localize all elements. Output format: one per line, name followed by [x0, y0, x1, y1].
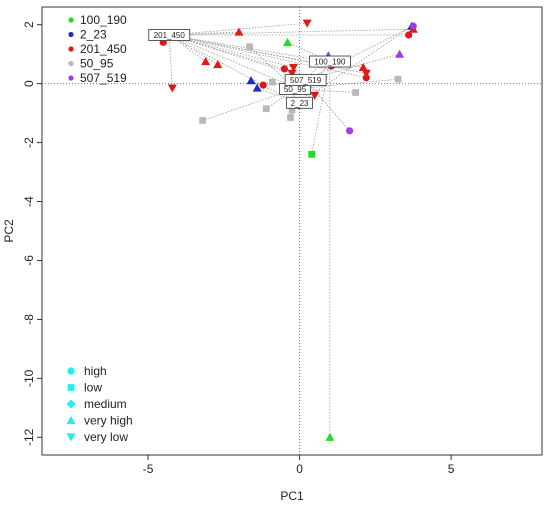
data-point-50-95-square: [352, 89, 360, 96]
spider-line: [169, 34, 293, 74]
data-point-201-450-circle: [405, 31, 413, 39]
data-point-50-95-square: [262, 105, 270, 113]
spider-line: [168, 34, 173, 89]
legend-group-swatch: [68, 46, 74, 52]
legend-shape-low-icon: [67, 384, 75, 391]
centroid-label-201-450: 201_450: [148, 29, 191, 41]
legend-shape-high-icon: [67, 367, 75, 375]
data-point-50-95-square: [268, 78, 276, 86]
legend-shape-label: medium: [84, 397, 127, 411]
data-point-201-450-triangle-up: [234, 27, 244, 36]
data-point-50-95-square: [246, 43, 253, 51]
data-point-507-519-circle: [345, 127, 354, 135]
spider-line: [169, 34, 367, 79]
spider-line: [169, 34, 218, 65]
centroid-label-box: [286, 96, 313, 109]
axes-layer: -5 0 5 2 0 -2 -4 -6 -8 -10 -12: [22, 6, 543, 476]
centroid-label-2-23: 2_23: [286, 96, 313, 109]
spider-line: [305, 25, 414, 81]
plot-frame: [41, 6, 543, 456]
y-tick-label: -12: [22, 428, 36, 446]
x-tick-label: 5: [448, 462, 455, 476]
x-tick-label: -5: [143, 462, 154, 476]
spider-line: [311, 61, 331, 155]
centroid-label-text: 2_23: [291, 99, 309, 108]
data-point-50-95-square: [287, 114, 294, 121]
spider-line: [169, 34, 315, 96]
data-point-201-450-triangle-up: [201, 57, 211, 66]
data-point-201-450-triangle-down: [302, 19, 312, 28]
spider-line: [169, 34, 367, 74]
data-point-201-450-triangle-down: [361, 69, 371, 78]
y-tick-label: -6: [22, 255, 36, 266]
legend-shape-label: low: [84, 381, 102, 395]
data-point-507-519-circle: [409, 22, 417, 30]
legend-shape-label: high: [84, 364, 107, 378]
centroid-label-text: 507_519: [290, 76, 322, 85]
data-point-201-450-triangle-up: [358, 62, 368, 72]
legend-group-label: 507_519: [80, 71, 127, 85]
legend-group-label: 2_23: [80, 28, 107, 42]
data-point-2-23-triangle-up: [246, 76, 256, 85]
legend-shape-very-low-icon: [66, 433, 76, 442]
spider-line: [305, 79, 350, 132]
legend-group-label: 201_450: [80, 42, 127, 56]
legend-group-swatch: [68, 17, 74, 23]
centroid-label-text: 50_95: [284, 85, 307, 94]
centroid-label-text: 100_190: [314, 58, 346, 67]
y-tick-label: 0: [22, 80, 36, 87]
data-point-201-450-triangle-down: [167, 84, 177, 93]
centroid-label-507-519: 507_519: [284, 74, 327, 86]
legend-shape-label: very low: [84, 430, 128, 444]
legend-group-swatch: [68, 60, 74, 67]
data-point-100-190-triangle-up: [325, 432, 335, 441]
y-tick-label: -2: [22, 137, 36, 148]
data-point-201-450-circle: [259, 81, 267, 89]
legend-shape-label: very high: [84, 414, 133, 428]
data-point-2-23-triangle-up: [252, 83, 262, 92]
data-point-50-95-square: [288, 106, 296, 114]
legend-shape-medium-icon: [66, 399, 76, 409]
spider-line: [294, 78, 399, 90]
spider-line: [169, 34, 264, 86]
data-point-50-95-square: [394, 75, 402, 83]
centroid-label-box: [148, 29, 191, 41]
spider-line: [169, 34, 294, 68]
y-tick-label: -8: [22, 314, 36, 325]
centroid-label-text: 201_450: [154, 31, 186, 40]
data-point-100-190-triangle-up: [282, 37, 292, 46]
spider-line: [295, 88, 356, 93]
centroid-label-box: [284, 74, 327, 86]
spider-line: [169, 28, 414, 36]
legend-shape-very-high-icon: [66, 416, 76, 425]
legend-group-swatch: [68, 75, 74, 81]
data-point-201-450-triangle-down: [289, 63, 299, 72]
y-axis-title: PC2: [2, 219, 16, 243]
y-tick-label: -4: [22, 196, 36, 207]
data-point-201-450-triangle-down: [287, 69, 297, 78]
data-point-50-95-square: [199, 117, 206, 124]
centroid-label-box: [308, 55, 351, 68]
data-point-100-190-square: [308, 150, 316, 158]
y-tick-label: 2: [22, 21, 36, 28]
legend-group-label: 100_190: [80, 13, 127, 27]
centroid-label-100-190: 100_190: [308, 55, 351, 68]
data-point-201-450-triangle-up: [213, 59, 223, 69]
legend-group-label: 50_95: [80, 57, 114, 71]
y-tick-label: -10: [22, 369, 36, 387]
data-point-201-450-circle: [280, 65, 289, 73]
x-axis-title: PC1: [280, 489, 304, 503]
data-point-507-519-triangle-up: [395, 49, 405, 58]
legend-group-swatch: [68, 31, 74, 38]
spider-line: [169, 34, 332, 67]
x-tick-label: 0: [296, 462, 303, 476]
data-point-201-450-triangle-down: [310, 91, 320, 100]
spider-line: [272, 81, 296, 90]
